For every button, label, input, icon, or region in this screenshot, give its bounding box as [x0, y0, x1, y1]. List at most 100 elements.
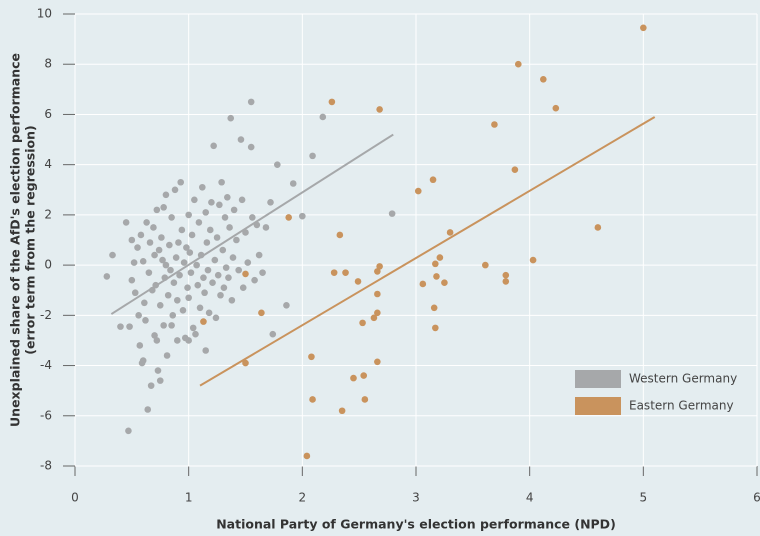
point: [151, 251, 158, 259]
point: [441, 279, 448, 286]
point: [319, 113, 327, 121]
point: [208, 199, 215, 206]
y-tick-label: -6: [40, 408, 52, 422]
legend-swatch: [575, 370, 621, 388]
point: [482, 261, 489, 269]
y-axis-title: Unexplained share of the AfD's election …: [8, 53, 38, 427]
point: [109, 251, 116, 259]
point: [226, 224, 233, 231]
point: [502, 278, 510, 285]
point: [359, 319, 366, 327]
point: [247, 143, 255, 151]
point: [238, 196, 246, 204]
point: [126, 323, 133, 330]
point: [136, 342, 144, 349]
point: [491, 121, 498, 128]
point: [269, 330, 277, 338]
point: [388, 210, 396, 217]
point: [259, 269, 266, 276]
point: [128, 236, 136, 244]
point: [209, 279, 216, 286]
point: [370, 314, 378, 322]
y-tick-label: 0: [44, 258, 52, 272]
point: [414, 187, 422, 195]
point: [376, 106, 383, 113]
point: [128, 276, 136, 284]
y-tick-label: 2: [44, 207, 52, 221]
point: [199, 183, 206, 191]
point: [145, 269, 153, 276]
point: [515, 60, 522, 68]
point: [594, 224, 602, 231]
point: [158, 234, 165, 241]
point: [216, 201, 223, 209]
point: [338, 407, 346, 415]
point: [194, 281, 202, 289]
point: [162, 261, 170, 269]
point: [419, 280, 427, 288]
point: [203, 239, 211, 246]
x-axis-title: National Party of Germany's election per…: [216, 517, 616, 532]
point: [189, 324, 197, 332]
point: [242, 359, 249, 367]
point: [168, 214, 175, 221]
point: [162, 191, 170, 199]
point: [137, 231, 145, 239]
point: [193, 261, 200, 269]
point: [160, 322, 167, 329]
point: [196, 304, 204, 312]
point: [432, 324, 439, 332]
point: [187, 269, 195, 276]
point: [151, 332, 158, 339]
point: [183, 244, 190, 251]
point: [153, 206, 161, 214]
point: [156, 377, 164, 384]
point: [160, 204, 167, 211]
point: [174, 337, 181, 344]
point: [170, 279, 178, 286]
point: [330, 269, 338, 276]
point: [446, 229, 454, 236]
y-tick-label: -8: [40, 459, 52, 473]
point: [178, 226, 186, 234]
point: [174, 296, 181, 304]
point: [179, 307, 187, 314]
point: [255, 251, 263, 259]
y-tick-label: 8: [44, 57, 52, 71]
point: [155, 246, 163, 254]
point: [169, 312, 177, 319]
point: [186, 249, 194, 256]
point: [146, 239, 154, 246]
point: [135, 312, 142, 319]
point: [374, 268, 381, 275]
point: [172, 254, 180, 261]
point: [429, 176, 437, 184]
point: [251, 276, 258, 284]
point: [188, 231, 196, 239]
point: [144, 406, 152, 413]
legend-label: Western Germany: [629, 372, 737, 386]
point: [229, 254, 237, 261]
point: [125, 427, 132, 435]
point: [374, 290, 381, 298]
point: [433, 273, 440, 280]
point: [220, 284, 228, 292]
point: [192, 330, 199, 338]
x-tick-label: 6: [753, 491, 760, 505]
point: [191, 196, 198, 204]
point: [185, 337, 192, 344]
point: [376, 263, 383, 270]
point: [274, 161, 281, 168]
point: [211, 256, 219, 264]
y-tick-label: -2: [40, 308, 52, 322]
point: [354, 278, 362, 285]
point: [218, 178, 225, 186]
y-axis-title-line: Unexplained share of the AfD's election …: [8, 53, 23, 427]
point: [176, 271, 183, 279]
trend-line: [110, 133, 394, 315]
point: [336, 231, 344, 239]
point: [244, 259, 252, 266]
point: [267, 199, 274, 206]
point: [360, 372, 368, 379]
